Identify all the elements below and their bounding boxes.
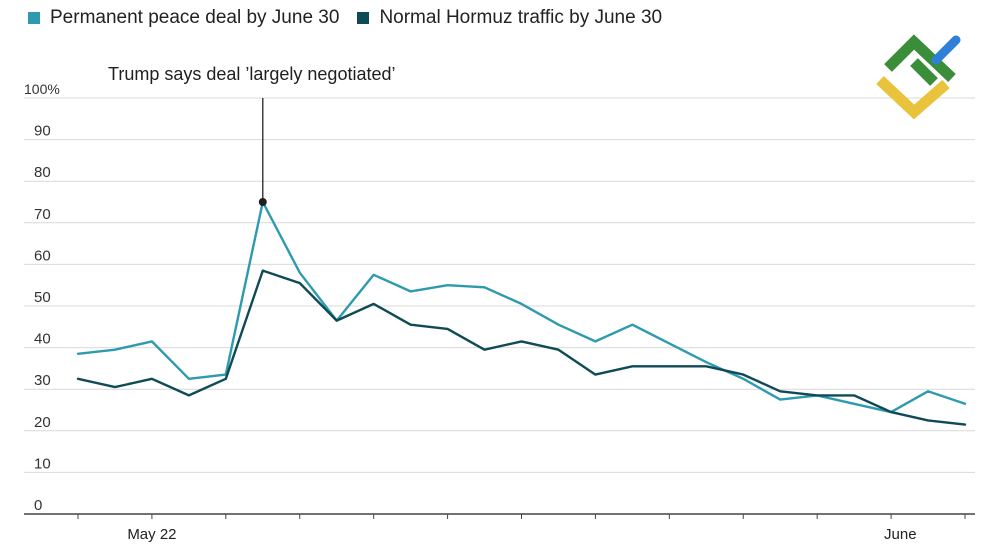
annotation-text: Trump says deal ’largely negotiated’ [108, 64, 395, 84]
logo-yellow-chevron [876, 75, 950, 120]
y-tick-label-0: 0 [34, 497, 42, 514]
chart-legend: Permanent peace deal by June 30 Normal H… [28, 4, 662, 32]
annotation-group: Trump says deal ’largely negotiated’ [108, 64, 395, 202]
logo-green-chevron [884, 34, 956, 82]
annotation-marker-layer [258, 198, 267, 206]
y-tick-label-100: 100% [24, 81, 60, 97]
logo-green-bar [910, 58, 938, 86]
legend-item-peace-deal: Permanent peace deal by June 30 [28, 7, 339, 29]
y-tick-label-60: 60 [34, 247, 51, 264]
legend-swatch-hormuz-traffic [357, 12, 370, 24]
series-line-2 [76, 269, 967, 426]
legend-label-peace-deal: Permanent peace deal by June 30 [50, 7, 340, 28]
y-tick-label-30: 30 [34, 372, 51, 389]
x-tick-label: May 22 [127, 526, 176, 543]
y-tick-label-40: 40 [34, 331, 51, 348]
x-axis: May 22 June [24, 513, 975, 543]
series-lines [76, 200, 967, 426]
logo-blue-bar [931, 35, 961, 65]
y-tick-label-90: 90 [34, 123, 51, 140]
y-tick-label-80: 80 [34, 164, 51, 181]
grid-lines [24, 97, 975, 473]
legend-swatch-peace-deal [28, 12, 40, 24]
x-tick-label: June [884, 526, 917, 543]
annotation-point-marker [258, 198, 267, 206]
y-tick-label-70: 70 [34, 206, 51, 223]
y-tick-label-10: 10 [34, 455, 51, 472]
series-line-1 [76, 200, 967, 414]
y-tick-label-50: 50 [34, 289, 51, 306]
brand-logo-icon [876, 34, 961, 120]
legend-item-hormuz-traffic: Normal Hormuz traffic by June 30 [357, 7, 662, 29]
y-axis-tick-labels: 0 10 20 30 40 50 60 70 80 90 100% [24, 81, 60, 514]
legend-label-hormuz-traffic: Normal Hormuz traffic by June 30 [379, 7, 663, 28]
y-tick-label-20: 20 [34, 414, 51, 431]
